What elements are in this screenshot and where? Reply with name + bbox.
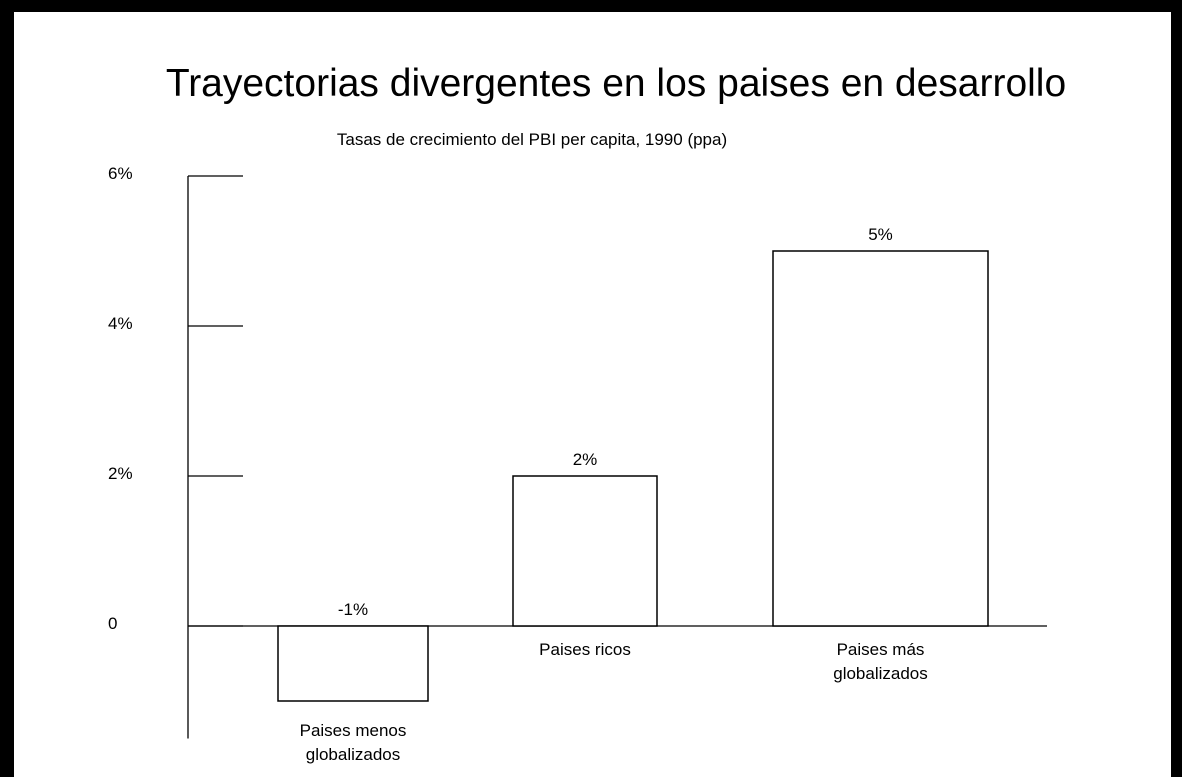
y-tick-label: 4% xyxy=(108,314,133,333)
chart-title: Trayectorias divergentes en los paises e… xyxy=(165,62,1067,105)
value-label: -1% xyxy=(337,600,369,619)
y-tick-label: 0 xyxy=(108,614,118,633)
x-tick-label: Paises menos globalizados xyxy=(299,721,407,764)
y-tick-label: 6% xyxy=(108,164,133,183)
chart-subtitle: Tasas de crecimiento del PBI per capita,… xyxy=(336,130,728,149)
bar xyxy=(512,475,658,627)
value-label: 2% xyxy=(572,450,598,469)
bar xyxy=(772,250,989,627)
value-label: 5% xyxy=(868,225,893,244)
x-tick-label: Paises ricos xyxy=(539,640,631,659)
y-tick-label: 2% xyxy=(108,464,133,483)
bar xyxy=(277,625,429,702)
x-tick-label: Paises más globalizados xyxy=(833,640,928,683)
